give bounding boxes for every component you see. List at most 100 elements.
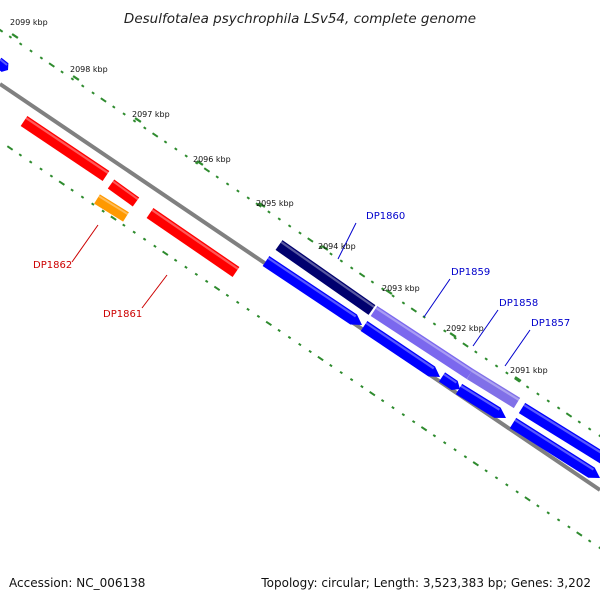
major-tick: [321, 245, 329, 251]
outer-dot: [329, 252, 333, 256]
gene-blue-edge[interactable]: [0, 57, 9, 72]
outer-dot: [443, 329, 447, 333]
inner-dot: [349, 377, 354, 382]
inner-dot: [308, 349, 312, 354]
outer-dot: [484, 357, 488, 361]
gene-lavender-tail[interactable]: [466, 368, 521, 409]
topology-summary: Topology: circular; Length: 3,523,383 bp…: [260, 576, 591, 590]
outer-dot: [81, 84, 85, 88]
gene-blue-c[interactable]: [518, 402, 600, 465]
outer-dot: [277, 217, 282, 221]
outer-dot: [236, 189, 240, 193]
outer-dot: [505, 371, 509, 375]
major-tick: [134, 117, 142, 123]
outer-dot: [370, 280, 375, 284]
outer-dot: [494, 364, 499, 368]
outer-dot: [8, 35, 13, 39]
gene-red-2[interactable]: [107, 179, 140, 207]
outer-dot: [565, 412, 573, 418]
outer-dot: [587, 427, 592, 431]
major-tick: [11, 33, 19, 39]
inner-dot: [235, 300, 240, 304]
tick-dots: [0, 28, 600, 550]
inner-dot: [380, 399, 385, 403]
gene-label-dp1860[interactable]: DP1860: [366, 211, 405, 222]
gene-label-dp1857[interactable]: DP1857: [531, 318, 570, 329]
outer-dot: [410, 307, 418, 313]
outer-dot: [163, 140, 168, 144]
major-tick: [72, 75, 80, 81]
gene-blue-b[interactable]: [360, 321, 440, 377]
inner-dot: [80, 195, 85, 199]
outer-dot: [132, 119, 137, 123]
gene-dp1860[interactable]: [275, 240, 376, 315]
inner-dot: [49, 174, 54, 178]
inner-dot: [132, 230, 136, 234]
inner-dot: [567, 525, 571, 529]
outer-dot: [267, 210, 271, 214]
outer-dot: [48, 62, 55, 68]
gene-label-dp1862[interactable]: DP1862: [33, 260, 72, 271]
inner-dot: [432, 434, 437, 438]
outer-dot: [60, 70, 64, 74]
leader-dp1862: [71, 224, 99, 263]
outer-dot: [143, 126, 147, 130]
major-tick: [514, 376, 522, 382]
accession-text: Accession: NC_006138: [9, 576, 145, 590]
inner-dot: [213, 285, 221, 291]
outer-dot: [246, 196, 250, 200]
outer-dot: [194, 161, 199, 165]
outer-dot: [255, 202, 262, 208]
inner-dot: [142, 237, 147, 241]
inner-dot: [162, 250, 169, 256]
gene-dp1862[interactable]: [94, 194, 129, 222]
outer-dot: [350, 266, 354, 270]
gene-label-dp1859[interactable]: DP1859: [451, 267, 490, 278]
inner-dot: [28, 160, 33, 164]
outer-dot: [358, 272, 366, 278]
inner-dot: [453, 448, 457, 452]
inner-dot: [184, 265, 188, 269]
outer-dot: [525, 385, 530, 389]
outer-dot: [29, 49, 33, 53]
inner-dot: [401, 413, 406, 417]
inner-dot: [122, 223, 126, 227]
outer-dot: [70, 77, 75, 81]
gene-dp1859[interactable]: [370, 305, 474, 380]
outer-dot: [339, 259, 344, 263]
inner-dot: [369, 390, 376, 397]
inner-dot: [339, 370, 343, 375]
outer-dot: [546, 399, 550, 403]
inner-dot: [536, 504, 540, 508]
gene-label-dp1858[interactable]: DP1858: [499, 298, 538, 309]
gene-dp1858[interactable]: [438, 372, 460, 390]
gene-dp1857[interactable]: [455, 383, 506, 418]
gene-red-1[interactable]: [20, 116, 110, 181]
outer-dot: [462, 342, 469, 348]
outer-dot: [391, 294, 395, 298]
inner-dot: [298, 342, 302, 347]
outer-dot: [307, 237, 314, 243]
tick-label-2093: 2093 kbp: [382, 284, 420, 293]
gene-dp1861[interactable]: [146, 208, 240, 277]
tick-label-2095: 2095 kbp: [256, 199, 294, 208]
outer-dot: [100, 97, 107, 103]
inner-dot: [515, 490, 519, 494]
inner-dot: [277, 328, 281, 333]
outer-dot: [151, 132, 159, 138]
tick-label-2098: 2098 kbp: [70, 65, 108, 74]
gene-label-dp1861[interactable]: DP1861: [103, 309, 142, 320]
inner-dot: [587, 539, 592, 543]
map-title: Desulfotalea psychrophila LSv54, complet…: [124, 11, 476, 27]
gene-blue-a[interactable]: [262, 256, 362, 325]
inner-dot: [6, 145, 14, 151]
gene-blue-d[interactable]: [509, 417, 600, 478]
outer-dot: [474, 350, 478, 354]
leader-dp1857: [504, 329, 531, 367]
outer-dot: [381, 287, 385, 291]
major-tick: [385, 289, 393, 295]
inner-dot: [556, 518, 561, 522]
inner-dot: [317, 355, 324, 362]
outer-dot: [453, 336, 457, 340]
